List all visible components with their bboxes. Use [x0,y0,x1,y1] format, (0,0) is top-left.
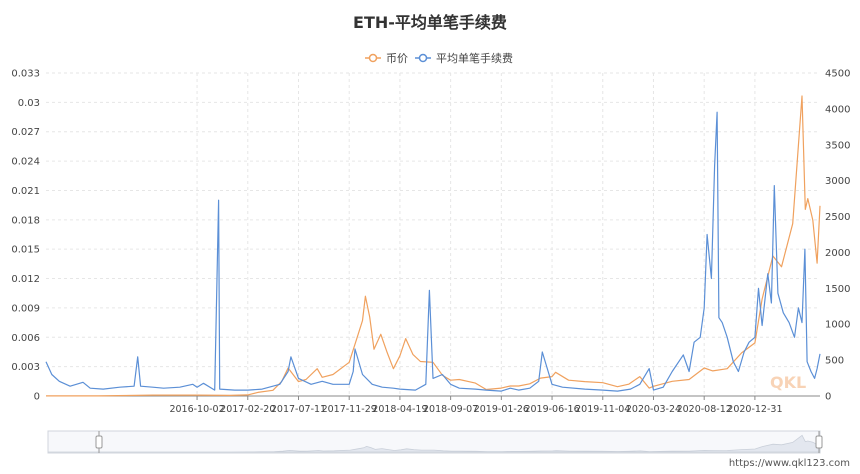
datazoom-slider[interactable] [47,430,823,454]
y-right-tick-label: 4500 [825,69,850,80]
x-tick-label: 2017-02-20 [220,404,275,415]
y-left-tick-label: 0.006 [11,333,40,344]
y-right-tick-label: 2500 [825,212,850,223]
y-left-tick-label: 0.012 [11,274,40,285]
y-right-tick-label: 3000 [825,176,850,187]
x-tick-label: 2019-06-16 [524,404,579,415]
x-tick-label: 2020-03-24 [626,404,681,415]
y-left-tick-label: 0.03 [18,98,40,109]
watermark-logo: QKL [770,373,806,392]
footer-url[interactable]: https://www.qkl123.com [729,458,850,469]
y-left-tick-label: 0.018 [11,215,40,226]
series-line-price [46,95,821,397]
x-tick-label: 2018-04-19 [372,404,427,415]
y-right-tick-label: 500 [825,356,844,367]
y-right-tick-label: 1000 [825,320,850,331]
x-tick-label: 2017-11-29 [322,404,377,415]
handle-left-grip[interactable] [95,435,103,449]
x-tick-label: 2019-01-26 [474,404,529,415]
y-left-tick-label: 0 [34,392,40,403]
y-axis-left: 0 0.003 0.006 0.009 0.012 0.015 0.018 0.021 0.02… [11,69,40,403]
y-left-tick-label: 0.015 [11,245,40,256]
x-tick-label: 2017-07-11 [271,404,326,415]
handle-right-grip[interactable] [815,435,823,449]
series-line-fee [45,111,821,392]
y-left-tick-label: 0.021 [11,186,40,197]
legend-item-price[interactable]: 币价 [365,52,408,65]
x-tick-label: 2020-08-12 [677,404,732,415]
series-layer [45,95,821,397]
legend-marker-price [368,53,378,63]
y-right-tick-label: 1500 [825,284,850,295]
datazoom-handle-right[interactable] [815,431,823,453]
legend-label-fee: 平均单笔手续费 [436,51,513,65]
datazoom-preview [48,434,821,453]
legend-marker-fee [418,53,428,63]
legend-label-price: 币价 [386,52,408,65]
x-tick-label: 2016-10-02 [169,404,224,415]
y-right-tick-label: 2000 [825,248,850,259]
y-left-tick-label: 0.027 [11,127,40,138]
y-left-tick-label: 0.033 [11,69,40,80]
y-left-tick-label: 0.024 [11,157,40,168]
chart-title: ETH-平均单笔手续费 [353,13,507,32]
x-axis: 2016-10-022017-02-202017-07-112017-11-29… [46,395,820,415]
y-right-tick-label: 3500 [825,140,850,151]
y-right-tick-label: 4000 [825,104,850,115]
y-left-tick-label: 0.003 [11,362,40,373]
y-left-tick-label: 0.009 [11,303,40,314]
y-right-tick-label: 0 [825,392,831,403]
legend: 币价 平均单笔手续费 [365,51,513,65]
legend-item-fee[interactable]: 平均单笔手续费 [415,51,513,65]
y-axis-right: 0 500 1000 1500 2000 2500 3000 3500 4000 4500 [825,69,850,403]
grid [46,72,820,396]
datazoom-handle-left[interactable] [95,431,103,453]
x-tick-label: 2018-09-07 [423,404,478,415]
x-tick-label: 2020-12-31 [727,404,782,415]
x-tick-label: 2019-11-04 [575,404,630,415]
